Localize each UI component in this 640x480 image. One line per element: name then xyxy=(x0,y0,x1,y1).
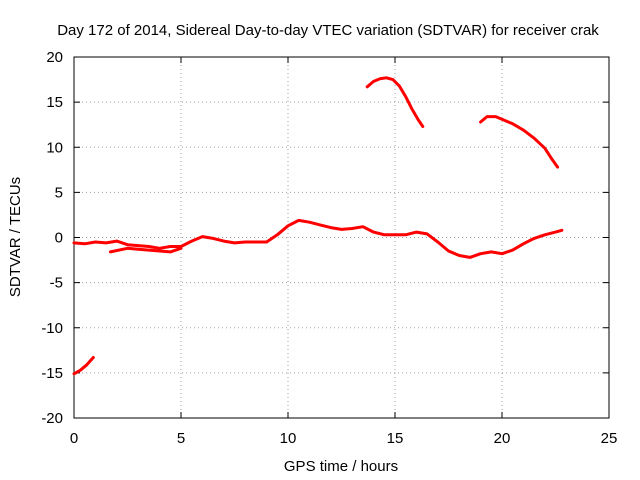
x-tick-label: 10 xyxy=(280,430,297,447)
x-tick-label: 15 xyxy=(387,430,404,447)
y-tick-label: -20 xyxy=(41,410,63,427)
y-tick-label: -15 xyxy=(41,365,63,382)
y-tick-label: 15 xyxy=(46,94,63,111)
series-group xyxy=(72,76,564,376)
y-tick-label: 5 xyxy=(55,184,63,201)
y-tick-label: 10 xyxy=(46,139,63,156)
y-tick-label: 20 xyxy=(46,49,63,66)
grid xyxy=(74,57,609,418)
x-tick-label: 20 xyxy=(494,430,511,447)
late-arc xyxy=(479,115,560,169)
x-axis-label: GPS time / hours xyxy=(284,458,398,475)
early-drop xyxy=(72,356,95,376)
x-tick-label: 5 xyxy=(177,430,185,447)
y-tick-label: -5 xyxy=(50,275,63,292)
x-tick-label: 0 xyxy=(70,430,78,447)
y-tick-label: -10 xyxy=(41,320,63,337)
main-trace xyxy=(72,218,564,259)
chart-title: Day 172 of 2014, Sidereal Day-to-day VTE… xyxy=(57,22,599,39)
x-tick-label: 25 xyxy=(601,430,618,447)
y-axis-label: SDTVAR / TECUs xyxy=(7,177,24,297)
secondary-trace xyxy=(108,246,183,254)
axis-ticks: 0 5 10 15 20 25 -20 -15 -10 -5 0 5 10 15 20 xyxy=(41,49,617,447)
y-tick-label: 0 xyxy=(55,230,63,247)
peak-arc xyxy=(365,76,425,128)
